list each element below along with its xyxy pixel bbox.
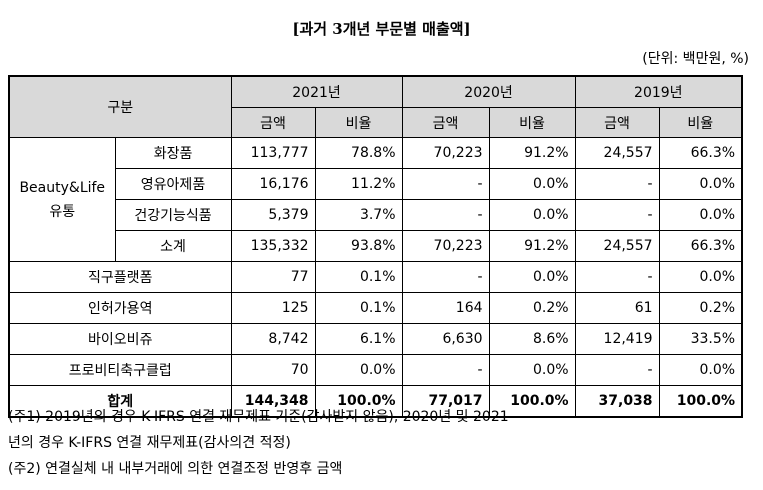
- footnotes: (주1) 2019년의 경우 K-IFRS 연결 재무제표 기준(감사받지 않음…: [8, 404, 758, 482]
- cell-value: 37,038: [574, 385, 660, 418]
- cell-value: 135,332: [230, 230, 316, 262]
- cell-value: 0.2%: [488, 292, 576, 324]
- cell-value: 77,017: [401, 385, 490, 418]
- group-label: Beauty&Life 유통: [8, 137, 116, 262]
- cell-value: 91.2%: [488, 137, 576, 169]
- row-label: 바이오비쥬: [8, 323, 232, 355]
- cell-value: 0.0%: [658, 168, 743, 200]
- sales-table: 구분 2021년 2020년 2019년 금액 비율 금액 비율 금액 비율 B…: [8, 75, 744, 418]
- cell-value: 70,223: [401, 230, 490, 262]
- table-row: 건강기능식품 5,379 3.7% - 0.0% - 0.0%: [9, 199, 743, 231]
- cell-value: 70: [230, 354, 316, 386]
- cell-value: 6.1%: [314, 323, 403, 355]
- cell-value: 3.7%: [314, 199, 403, 231]
- footnote: (주1) 2019년의 경우 K-IFRS 연결 재무제표 기준(감사받지 않음…: [8, 409, 509, 425]
- group-label-line2: 유통: [49, 203, 76, 220]
- table-row: Beauty&Life 유통 화장품 113,777 78.8% 70,223 …: [8, 137, 743, 262]
- row-label: 합계: [8, 385, 232, 418]
- table-row: 영유아제품 16,176 11.2% - 0.0% - 0.0%: [9, 168, 743, 200]
- footnote: 년의 경우 K-IFRS 연결 재무제표(감사의견 적정): [8, 435, 291, 451]
- cell-value: 93.8%: [314, 230, 403, 262]
- row-label: 건강기능식품: [114, 199, 232, 231]
- cell-value: 125: [230, 292, 316, 324]
- group-label-line1: Beauty&Life: [19, 179, 106, 196]
- cell-value: 0.1%: [314, 261, 403, 293]
- row-label: 직구플랫폼: [8, 261, 232, 293]
- cell-value: -: [401, 199, 490, 231]
- cell-value: 100.0%: [658, 385, 743, 418]
- header-year-2021: 2021년: [230, 75, 403, 108]
- cell-value: -: [401, 261, 490, 293]
- cell-value: 164: [401, 292, 490, 324]
- cell-value: 66.3%: [658, 137, 743, 169]
- table-row-subtotal: 소계 135,332 93.8% 70,223 91.2% 24,557 66.…: [9, 230, 743, 262]
- footnote: (주2) 연결실체 내 내부거래에 의한 연결조정 반영후 금액: [8, 461, 343, 477]
- cell-value: 8,742: [230, 323, 316, 355]
- cell-value: 0.0%: [658, 354, 743, 386]
- cell-value: 0.0%: [488, 199, 576, 231]
- header-year-2020: 2020년: [401, 75, 576, 108]
- header-row-years: 구분 2021년 2020년 2019년: [8, 75, 743, 138]
- cell-value: 24,557: [574, 137, 660, 169]
- header-amount: 금액: [230, 107, 316, 138]
- cell-value: 66.3%: [658, 230, 743, 262]
- table-row: 인허가용역 125 0.1% 164 0.2% 61 0.2%: [8, 292, 743, 324]
- table-row-total: 합계 144,348 100.0% 77,017 100.0% 37,038 1…: [8, 385, 743, 418]
- header-ratio: 비율: [658, 107, 743, 138]
- header-ratio: 비율: [314, 107, 403, 138]
- row-label: 소계: [114, 230, 232, 262]
- cell-value: 0.1%: [314, 292, 403, 324]
- cell-value: 16,176: [230, 168, 316, 200]
- header-category: 구분: [8, 75, 232, 138]
- cell-value: 0.0%: [658, 261, 743, 293]
- table-row: 직구플랫폼 77 0.1% - 0.0% - 0.0%: [8, 261, 743, 293]
- table-row: 바이오비쥬 8,742 6.1% 6,630 8.6% 12,419 33.5%: [8, 323, 743, 355]
- cell-value: 24,557: [574, 230, 660, 262]
- cell-value: 8.6%: [488, 323, 576, 355]
- cell-value: 6,630: [401, 323, 490, 355]
- cell-value: 144,348: [230, 385, 316, 418]
- header-row-metrics: 금액 비율 금액 비율 금액 비율: [9, 107, 743, 138]
- cell-value: 33.5%: [658, 323, 743, 355]
- row-label: 영유아제품: [114, 168, 232, 200]
- header-amount: 금액: [401, 107, 490, 138]
- cell-value: 113,777: [230, 137, 316, 169]
- cell-value: 0.0%: [488, 261, 576, 293]
- cell-value: -: [574, 199, 660, 231]
- header-ratio: 비율: [488, 107, 576, 138]
- row-label: 인허가용역: [8, 292, 232, 324]
- cell-value: 91.2%: [488, 230, 576, 262]
- row-label: 화장품: [114, 137, 232, 169]
- cell-value: 100.0%: [488, 385, 576, 418]
- unit-label: (단위: 백만원, %): [642, 51, 749, 67]
- cell-value: -: [574, 261, 660, 293]
- header-amount: 금액: [574, 107, 660, 138]
- header-year-2019: 2019년: [574, 75, 743, 108]
- cell-value: 70,223: [401, 137, 490, 169]
- cell-value: 77: [230, 261, 316, 293]
- cell-value: 0.2%: [658, 292, 743, 324]
- cell-value: -: [401, 168, 490, 200]
- cell-value: -: [401, 354, 490, 386]
- cell-value: 0.0%: [658, 199, 743, 231]
- cell-value: 0.0%: [488, 168, 576, 200]
- table-title: [과거 3개년 부문별 매출액]: [292, 20, 471, 38]
- cell-value: 61: [574, 292, 660, 324]
- cell-value: 11.2%: [314, 168, 403, 200]
- cell-value: 0.0%: [488, 354, 576, 386]
- table-row: 프로비티축구클럽 70 0.0% - 0.0% - 0.0%: [8, 354, 743, 386]
- cell-value: 0.0%: [314, 354, 403, 386]
- row-label: 프로비티축구클럽: [8, 354, 232, 386]
- cell-value: 78.8%: [314, 137, 403, 169]
- cell-value: -: [574, 168, 660, 200]
- cell-value: 12,419: [574, 323, 660, 355]
- cell-value: -: [574, 354, 660, 386]
- cell-value: 100.0%: [314, 385, 403, 418]
- cell-value: 5,379: [230, 199, 316, 231]
